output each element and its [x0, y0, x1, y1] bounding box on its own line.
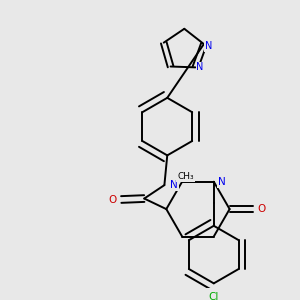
Text: N: N: [196, 62, 204, 72]
Text: O: O: [109, 194, 117, 205]
Text: O: O: [257, 204, 266, 214]
Text: CH₃: CH₃: [177, 172, 194, 181]
Text: N: N: [205, 41, 212, 51]
Text: N: N: [170, 180, 178, 190]
Text: Cl: Cl: [208, 292, 219, 300]
Text: N: N: [218, 177, 225, 187]
